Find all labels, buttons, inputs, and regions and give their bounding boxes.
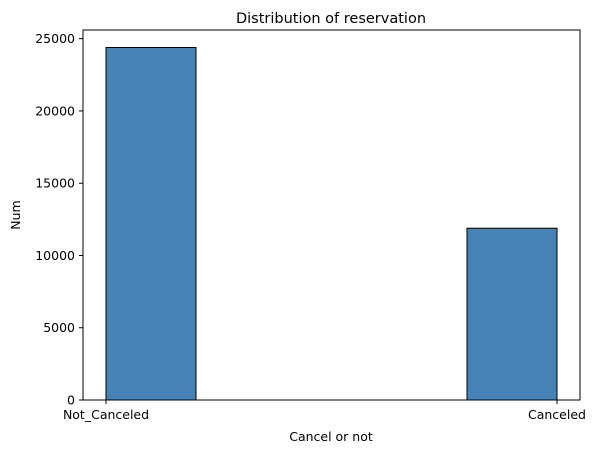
x-axis-ticks: Not_Canceled Canceled: [63, 400, 586, 422]
chart-title: Distribution of reservation: [236, 11, 426, 27]
y-tick-label: 25000: [35, 31, 75, 46]
y-tick-label: 20000: [35, 103, 75, 118]
x-tick-label: Canceled: [528, 407, 586, 422]
bar-canceled: [466, 227, 558, 401]
bar-not-canceled: [105, 46, 197, 401]
x-axis-label: Cancel or not: [289, 429, 373, 444]
y-tick-label: 5000: [43, 320, 75, 335]
y-axis-label: Num: [8, 200, 23, 229]
y-axis-ticks: 0 5000 10000 15000 20000 25000: [35, 31, 83, 408]
bars-layer: [105, 46, 558, 401]
y-tick-label: 15000: [35, 176, 75, 191]
y-tick-label: 0: [67, 393, 75, 408]
plot-frame: [82, 29, 581, 401]
x-tick-label: Not_Canceled: [63, 407, 149, 422]
y-tick-label: 10000: [35, 248, 75, 263]
